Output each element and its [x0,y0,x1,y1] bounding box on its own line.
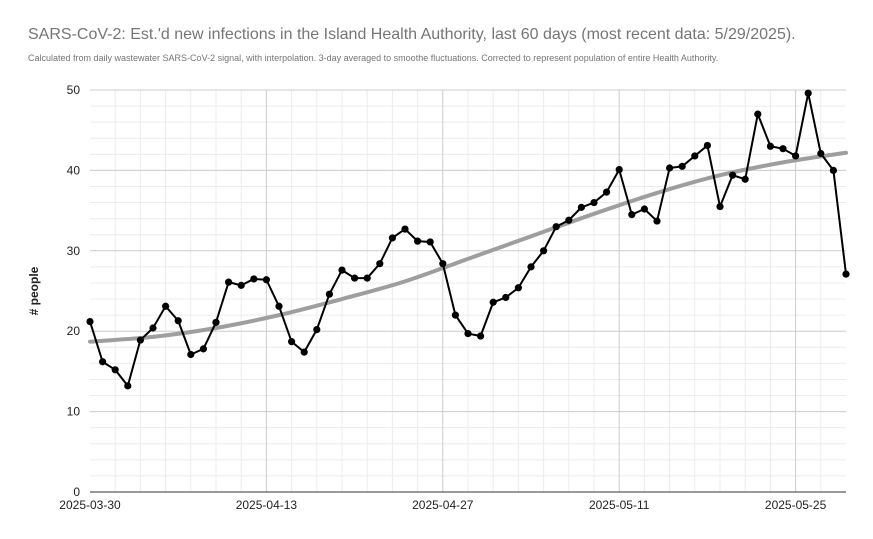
x-tick-label: 2025-03-30 [59,498,121,512]
minor-gridlines [90,90,846,492]
chart-subtitle: Calculated from daily wastewater SARS-Co… [28,53,719,63]
data-point [451,311,459,319]
chart-title: SARS-CoV-2: Est.'d new infections in the… [28,26,796,43]
x-tick-label: 2025-05-11 [589,498,650,512]
data-point [99,358,107,366]
y-tick-label: 30 [67,244,81,258]
data-point [376,260,384,268]
data-point [502,293,510,302]
data-point [628,211,636,219]
data-point [351,274,359,282]
data-point [565,216,573,224]
data-point [464,330,472,338]
data-point [300,348,308,356]
data-point [275,302,283,310]
y-tick-label: 50 [67,83,81,97]
data-point [779,145,787,153]
data-point [489,298,497,306]
data-point [86,317,94,326]
data-point [477,332,485,340]
data-point [401,225,409,233]
major-gridlines [90,89,846,492]
data-point [149,324,157,332]
data-point [136,336,144,344]
data-point [817,149,825,158]
data-point [703,141,712,150]
data-point [741,175,749,183]
data-point [829,166,838,174]
data-point [111,366,119,374]
data-point [552,223,560,231]
data-point [124,382,132,390]
data-point [766,142,775,150]
data-point [338,266,346,274]
y-axis-label: # people [27,266,41,315]
data-point [414,237,422,245]
data-point [540,247,548,255]
data-point [426,238,434,246]
y-tick-label: 40 [67,163,81,177]
series-layer [86,89,850,390]
data-point [250,275,258,283]
data-point [678,162,686,170]
data-point [187,350,195,359]
data-point [792,152,800,160]
data-point [716,202,724,211]
data-point [691,152,699,160]
data-point [577,203,586,211]
data-point [174,317,182,325]
data-point [603,188,611,196]
data-point [388,234,396,242]
y-tick-label: 10 [67,405,81,419]
tick-labels: 0 10 20 30 40 50 2025-03-30 2025-04-13 2025-04-2… [27,83,827,512]
data-point [615,165,623,174]
data-point [842,270,850,278]
data-point [653,217,661,225]
data-point [804,89,812,97]
x-tick-label: 2025-05-25 [765,498,827,512]
data-point [666,164,674,172]
data-point [363,274,371,282]
data-point [754,110,762,118]
data-point [514,284,523,292]
data-point [527,263,535,271]
data-point [439,260,447,268]
data-point [162,302,170,310]
trend-line [88,150,848,344]
x-tick-label: 2025-04-27 [412,498,474,512]
data-point [313,325,321,334]
data-point [325,290,333,298]
x-tick-label: 2025-04-13 [236,498,298,512]
data-point [590,198,598,207]
y-tick-label: 0 [73,485,80,499]
data-point [212,318,220,326]
data-point [199,345,207,353]
y-tick-label: 20 [67,324,81,338]
data-point [729,171,737,179]
data-point [225,278,233,286]
data-point [237,281,245,289]
data-point [288,338,296,346]
data-point [262,276,270,284]
data-point [640,205,649,213]
